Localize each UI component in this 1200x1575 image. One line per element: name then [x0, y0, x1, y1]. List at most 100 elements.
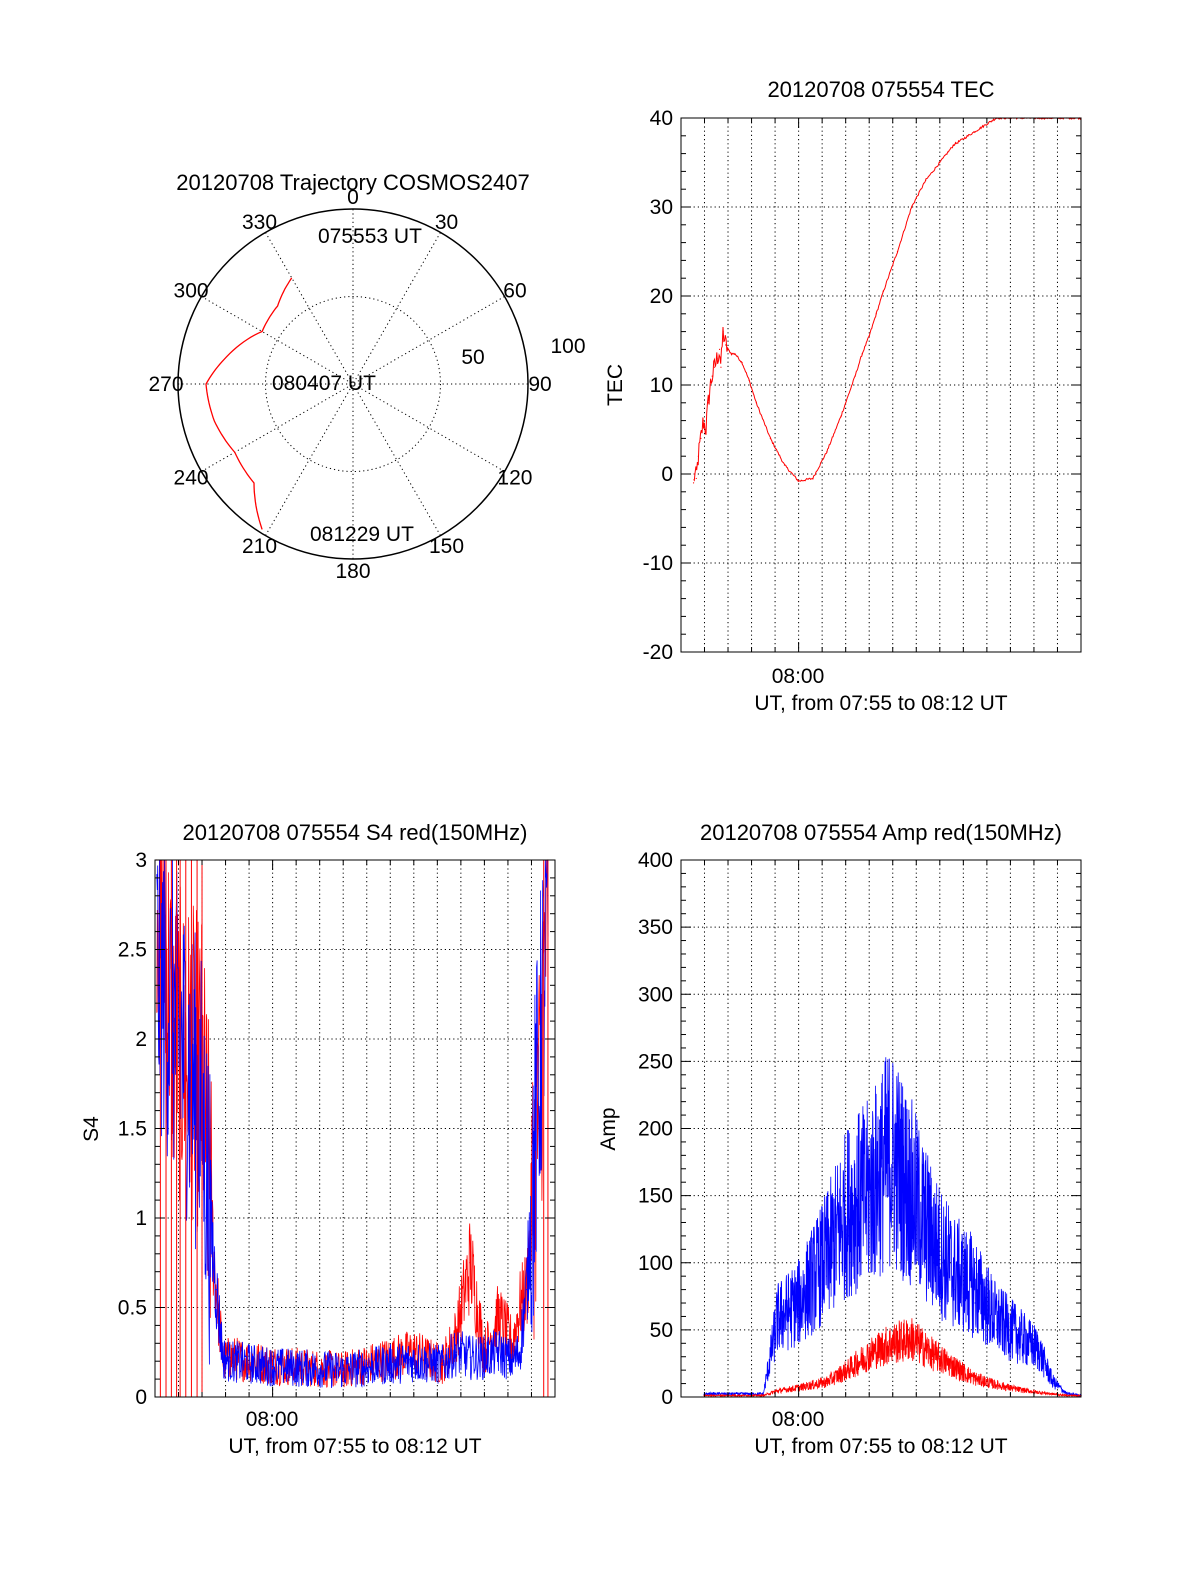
tec-title: 20120708 075554 TEC: [767, 77, 994, 102]
data-point: [519, 1351, 521, 1353]
tec-x-tick-label: 08:00: [772, 665, 825, 688]
data-point: [812, 477, 814, 480]
y-tick-label: -20: [643, 641, 673, 664]
data-point: [707, 402, 709, 404]
data-point: [215, 1289, 217, 1291]
annotation-end-time: 081229 UT: [310, 523, 414, 546]
data-point: [272, 1364, 274, 1366]
annotation-mid-time: 080407 UT: [272, 372, 376, 395]
data-point: [716, 357, 718, 359]
data-point: [910, 206, 913, 208]
data-point: [847, 1372, 849, 1374]
trajectory-series: [205, 277, 293, 530]
data-point: [720, 366, 722, 368]
polar-outer-circle: [177, 208, 529, 560]
data-point: [840, 415, 842, 417]
polar-ring-50: [265, 296, 441, 472]
y-tick-label: 1.5: [118, 1118, 147, 1141]
y-tick-label: 1: [135, 1207, 147, 1230]
data-point: [798, 1315, 800, 1318]
data-point: [939, 161, 941, 164]
data-point: [722, 331, 724, 333]
amp-x-axis-label: UT, from 07:55 to 08:12 UT: [754, 1435, 1007, 1458]
polar-trajectory-plot: 20120708 Trajectory COSMOS2407 0 30 60 90 12…: [148, 170, 585, 583]
amp-y-tick-labels: 0 50 100 150 200 250 300 350 400: [638, 849, 673, 1409]
y-tick-label: -10: [643, 552, 673, 575]
polar-grid: [178, 209, 528, 559]
data-point: [1038, 1392, 1040, 1394]
data-point: [769, 437, 771, 439]
data-series-line: [703, 1318, 1082, 1398]
data-point: [1052, 1393, 1054, 1395]
y-tick-label: 350: [638, 916, 673, 939]
data-point: [932, 1358, 934, 1361]
polar-angle-label: 60: [503, 280, 526, 303]
data-point: [455, 1333, 457, 1335]
data-point: [1016, 1389, 1019, 1391]
amp-plot: 20120708 075554 Amp red(150MHz) 0 50 100 15…: [597, 820, 1082, 1458]
data-point: [1052, 1382, 1054, 1385]
y-tick-label: 300: [638, 983, 673, 1006]
data-point: [776, 1391, 779, 1393]
y-tick-label: 400: [638, 849, 673, 872]
tec-plot: 20120708 075554 TEC -20 -10 0 10 20 30 40 08:0…: [604, 77, 1082, 715]
y-tick-label: 0: [661, 463, 673, 486]
data-point: [953, 1369, 955, 1371]
data-point: [882, 290, 884, 293]
y-tick-label: 0.5: [118, 1297, 147, 1320]
data-point: [896, 250, 899, 253]
data-point: [868, 335, 870, 337]
s4-y-axis-label: S4: [80, 1116, 103, 1142]
data-point: [854, 375, 856, 377]
data-point: [512, 1360, 514, 1362]
data-point: [889, 1349, 891, 1351]
data-point: [272, 1365, 274, 1368]
data-point: [693, 473, 696, 475]
data-point: [342, 1369, 344, 1371]
y-tick-label: 50: [650, 1319, 673, 1342]
tec-y-tick-labels: -20 -10 0 10 20 30 40: [643, 107, 673, 664]
tec-x-axis-label: UT, from 07:55 to 08:12 UT: [754, 692, 1007, 715]
data-point: [519, 1306, 521, 1309]
data-point: [1016, 1342, 1019, 1344]
y-tick-label: 0: [661, 1386, 673, 1409]
data-point: [826, 1275, 828, 1277]
data-point: [692, 482, 695, 484]
data-point: [974, 1380, 976, 1382]
polar-angle-label: 0: [347, 186, 359, 209]
data-point: [497, 1315, 500, 1318]
data-point: [953, 1289, 955, 1291]
data-point: [734, 353, 736, 355]
data-point: [783, 464, 786, 466]
data-series-line: [693, 117, 1082, 483]
data-point: [173, 1020, 175, 1022]
s4-title: 20120708 075554 S4 red(150MHz): [183, 820, 528, 845]
data-point: [413, 1360, 415, 1362]
data-point: [826, 451, 828, 453]
amp-ticks: [681, 859, 1082, 1398]
data-point: [910, 1221, 913, 1224]
tec-grid: [681, 118, 1082, 652]
y-tick-label: 150: [638, 1185, 673, 1208]
y-tick-label: 2.5: [118, 939, 147, 962]
polar-angle-label: 150: [429, 535, 464, 558]
data-point: [967, 135, 969, 137]
data-point: [974, 1302, 976, 1304]
data-point: [441, 1364, 443, 1366]
data-point: [953, 144, 955, 146]
y-tick-label: 250: [638, 1050, 673, 1073]
data-point: [910, 1345, 913, 1347]
amp-y-axis-label: Amp: [597, 1107, 620, 1150]
polar-radius-label-100: 100: [550, 335, 585, 358]
data-point: [995, 1385, 997, 1387]
polar-angle-label: 210: [242, 535, 277, 558]
data-point: [798, 480, 800, 482]
data-point: [697, 455, 699, 457]
polar-angle-label: 90: [528, 373, 551, 396]
polar-angle-label: 120: [497, 467, 532, 490]
data-point: [1038, 1356, 1040, 1358]
polar-angle-label: 240: [174, 467, 209, 490]
data-point: [540, 1038, 542, 1040]
s4-y-tick-labels: 0 0.5 1 1.5 2 2.5 3: [118, 849, 147, 1409]
y-tick-label: 3: [135, 849, 147, 872]
